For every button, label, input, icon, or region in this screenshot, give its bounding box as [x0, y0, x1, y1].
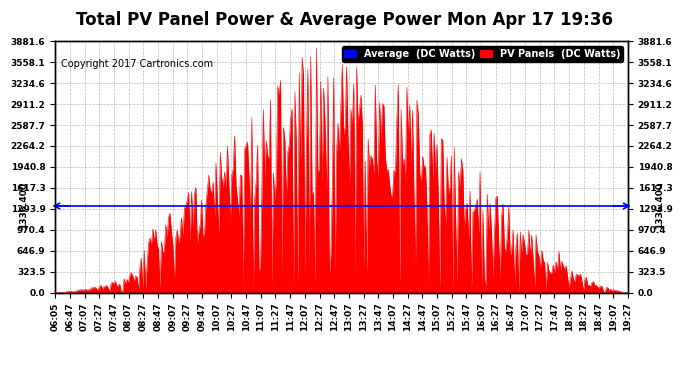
Text: 1336.400: 1336.400	[655, 183, 664, 230]
Text: Total PV Panel Power & Average Power Mon Apr 17 19:36: Total PV Panel Power & Average Power Mon…	[77, 11, 613, 29]
Text: 1336.400: 1336.400	[19, 183, 28, 230]
Text: Copyright 2017 Cartronics.com: Copyright 2017 Cartronics.com	[61, 59, 213, 69]
Legend: Average  (DC Watts), PV Panels  (DC Watts): Average (DC Watts), PV Panels (DC Watts)	[342, 46, 623, 62]
